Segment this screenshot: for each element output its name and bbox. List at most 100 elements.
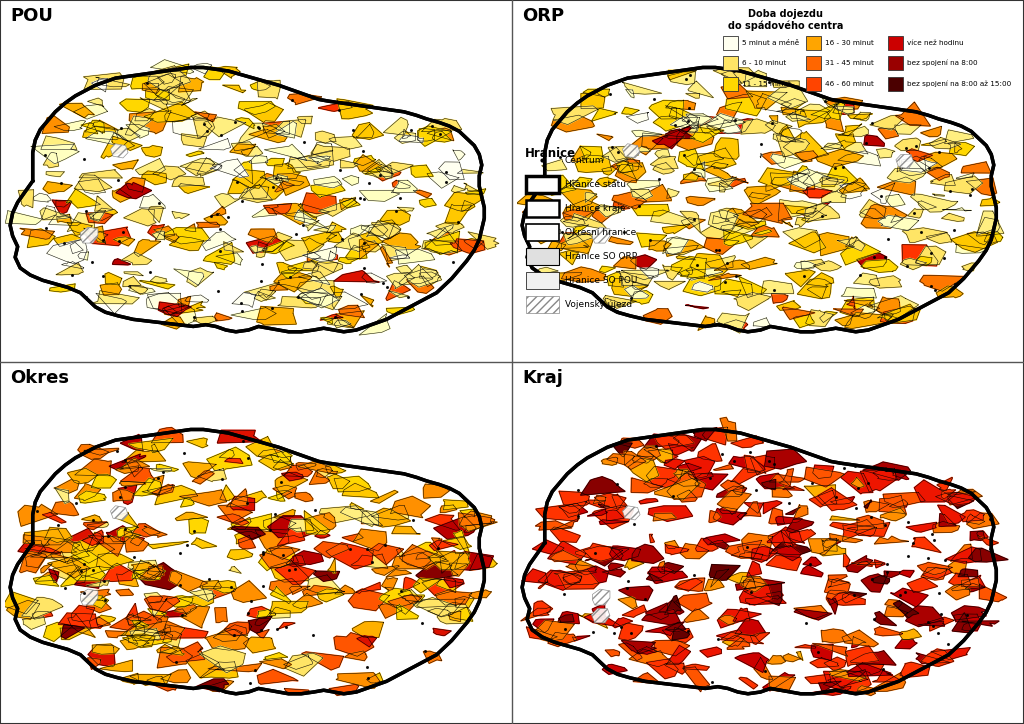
Polygon shape xyxy=(721,68,757,85)
Polygon shape xyxy=(665,541,679,549)
Polygon shape xyxy=(829,522,877,536)
Point xyxy=(569,510,586,522)
Polygon shape xyxy=(168,64,188,77)
Point xyxy=(814,211,830,222)
FancyBboxPatch shape xyxy=(806,35,820,50)
Polygon shape xyxy=(652,127,691,148)
Polygon shape xyxy=(721,224,743,234)
Polygon shape xyxy=(739,677,758,689)
Polygon shape xyxy=(403,577,420,592)
Polygon shape xyxy=(286,211,316,220)
Polygon shape xyxy=(769,542,811,555)
Polygon shape xyxy=(648,567,674,578)
Polygon shape xyxy=(977,211,1004,236)
Polygon shape xyxy=(878,177,915,195)
Point xyxy=(379,282,395,293)
Polygon shape xyxy=(65,529,100,551)
Polygon shape xyxy=(733,608,751,621)
Polygon shape xyxy=(608,146,638,160)
Polygon shape xyxy=(532,540,564,555)
Polygon shape xyxy=(828,578,849,587)
Polygon shape xyxy=(180,607,210,628)
Polygon shape xyxy=(645,622,684,636)
Point xyxy=(923,280,939,292)
Polygon shape xyxy=(269,578,302,597)
Point xyxy=(264,181,281,193)
Polygon shape xyxy=(379,587,418,608)
Polygon shape xyxy=(874,627,903,636)
Polygon shape xyxy=(141,171,167,185)
Polygon shape xyxy=(916,653,950,664)
Polygon shape xyxy=(742,235,767,248)
Polygon shape xyxy=(411,165,433,177)
Polygon shape xyxy=(83,126,118,140)
Polygon shape xyxy=(937,477,952,491)
Polygon shape xyxy=(284,654,312,670)
Polygon shape xyxy=(726,540,762,558)
Point xyxy=(73,565,89,577)
Polygon shape xyxy=(803,557,821,566)
Polygon shape xyxy=(754,318,771,327)
Point xyxy=(267,508,284,520)
Polygon shape xyxy=(922,139,946,146)
Polygon shape xyxy=(885,313,893,320)
Polygon shape xyxy=(423,651,441,663)
Text: Hranice SO POU: Hranice SO POU xyxy=(565,276,637,285)
Polygon shape xyxy=(558,504,588,518)
Polygon shape xyxy=(155,486,198,505)
Polygon shape xyxy=(821,629,852,643)
Point xyxy=(377,539,393,551)
Polygon shape xyxy=(326,465,346,474)
Point xyxy=(605,627,622,639)
Point xyxy=(232,297,249,308)
Polygon shape xyxy=(532,267,558,275)
Polygon shape xyxy=(833,101,854,114)
Polygon shape xyxy=(337,99,373,119)
Polygon shape xyxy=(40,208,72,220)
Polygon shape xyxy=(718,610,761,628)
Polygon shape xyxy=(154,226,175,237)
Polygon shape xyxy=(625,559,644,569)
Polygon shape xyxy=(717,102,741,123)
Polygon shape xyxy=(88,536,125,556)
Polygon shape xyxy=(720,184,726,192)
Polygon shape xyxy=(267,515,317,538)
Polygon shape xyxy=(556,233,590,248)
Polygon shape xyxy=(864,500,871,508)
Polygon shape xyxy=(352,621,384,637)
Polygon shape xyxy=(292,551,324,565)
Polygon shape xyxy=(452,185,466,193)
Polygon shape xyxy=(181,134,207,147)
Polygon shape xyxy=(724,219,757,242)
Polygon shape xyxy=(275,122,297,138)
Polygon shape xyxy=(663,265,682,280)
Polygon shape xyxy=(633,673,664,683)
Polygon shape xyxy=(205,629,249,650)
Polygon shape xyxy=(396,605,419,619)
Polygon shape xyxy=(215,313,232,321)
Polygon shape xyxy=(852,636,866,648)
Polygon shape xyxy=(204,214,227,225)
Polygon shape xyxy=(896,154,913,169)
Point xyxy=(272,476,289,488)
Polygon shape xyxy=(450,563,468,576)
Polygon shape xyxy=(422,241,458,254)
Text: 6 - 10 minut: 6 - 10 minut xyxy=(742,60,786,66)
Polygon shape xyxy=(328,558,336,573)
Polygon shape xyxy=(592,206,622,223)
Polygon shape xyxy=(154,87,194,104)
Polygon shape xyxy=(216,253,243,265)
Polygon shape xyxy=(361,159,393,177)
Polygon shape xyxy=(139,565,161,580)
Polygon shape xyxy=(102,563,137,581)
Polygon shape xyxy=(745,91,787,110)
Polygon shape xyxy=(829,534,863,542)
Point xyxy=(892,589,908,601)
Polygon shape xyxy=(459,513,495,526)
FancyBboxPatch shape xyxy=(723,35,738,50)
Polygon shape xyxy=(945,547,982,563)
Polygon shape xyxy=(381,246,392,267)
Polygon shape xyxy=(708,177,736,188)
Point xyxy=(742,447,759,458)
Polygon shape xyxy=(314,531,330,538)
